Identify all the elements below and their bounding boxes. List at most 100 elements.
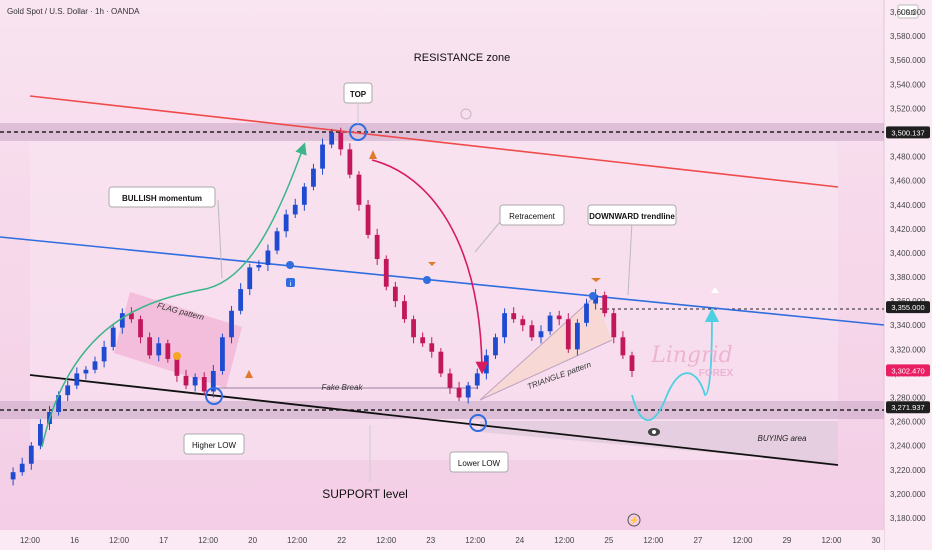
info-flag-icon[interactable] [286, 278, 295, 287]
currency-box[interactable] [897, 4, 919, 19]
candle-bullish[interactable] [584, 303, 589, 323]
lower-low-label: Lower LOW [458, 459, 501, 468]
candle-bearish[interactable] [338, 132, 344, 150]
candle-bearish[interactable] [383, 258, 389, 287]
price-badge[interactable] [886, 301, 930, 314]
bullish-momentum-label: BULLISH momentum [122, 194, 202, 203]
candle-bearish[interactable] [174, 358, 180, 376]
candle-bullish[interactable] [329, 132, 335, 145]
candle-bullish[interactable] [119, 313, 125, 328]
symbol-title[interactable]: Gold Spot / U.S. Dollar · 1h · OANDA [7, 7, 140, 16]
time-axis-bg [0, 530, 884, 550]
candle-bullish[interactable] [301, 186, 307, 205]
candle-bearish[interactable] [529, 325, 535, 338]
candle-bullish[interactable] [247, 267, 253, 290]
candle-bullish[interactable] [292, 204, 298, 215]
candle-bullish[interactable] [38, 424, 43, 446]
candle-bullish[interactable] [10, 472, 16, 480]
candle-bullish[interactable] [493, 337, 498, 356]
candle-bullish[interactable] [547, 315, 553, 332]
candle-bullish[interactable] [474, 373, 480, 386]
candle-bullish[interactable] [229, 310, 234, 338]
candle-bullish[interactable] [256, 265, 262, 268]
alert-flag-icon-2 [591, 278, 601, 282]
candle-bullish[interactable] [483, 355, 489, 374]
candle-bullish[interactable] [110, 327, 116, 347]
candle-bullish[interactable] [210, 371, 216, 392]
downward-callout-box [587, 204, 677, 226]
candle-bearish[interactable] [611, 313, 617, 338]
candle-bearish[interactable] [556, 315, 562, 320]
candle-bullish[interactable] [465, 385, 471, 398]
candle-bearish[interactable] [429, 343, 435, 352]
y-tick-label: 3,520.000 [890, 104, 926, 113]
candle-bullish[interactable] [92, 361, 98, 370]
candle-bearish[interactable] [365, 204, 371, 235]
candle-bullish[interactable] [283, 214, 289, 232]
candle-bullish[interactable] [265, 250, 271, 265]
price-badge-label: 3,302.470 [891, 366, 924, 375]
candle-bearish[interactable] [347, 149, 353, 175]
buying-area-zone [480, 421, 838, 464]
candle-bullish[interactable] [320, 144, 325, 169]
candle-bullish[interactable] [28, 445, 34, 464]
candle-bearish[interactable] [165, 343, 171, 359]
candle-bearish[interactable] [402, 301, 407, 320]
candle-bearish[interactable] [420, 337, 426, 344]
candle-bearish[interactable] [201, 377, 207, 392]
candle-bullish[interactable] [74, 373, 80, 386]
candle-bullish[interactable] [311, 168, 316, 187]
candle-bearish[interactable] [138, 319, 143, 338]
candle-bullish[interactable] [156, 343, 162, 356]
candle-bearish[interactable] [620, 337, 626, 356]
candle-bearish[interactable] [456, 387, 462, 398]
candle-bearish[interactable] [183, 375, 189, 386]
higher-low-marker-circle[interactable] [205, 387, 223, 405]
candle-bullish[interactable] [83, 369, 89, 374]
price-badge[interactable] [886, 364, 930, 377]
price-badge-label: 3,355.000 [891, 303, 924, 312]
trendline-touch-point-2 [423, 276, 431, 284]
candle-bullish[interactable] [65, 385, 71, 396]
candle-bullish[interactable] [593, 295, 598, 304]
candle-bullish[interactable] [220, 337, 225, 371]
candle-bearish[interactable] [629, 355, 635, 371]
price-badge[interactable] [886, 401, 930, 414]
candle-bullish[interactable] [56, 395, 62, 412]
triangle-pattern-area [480, 296, 612, 400]
candle-bullish[interactable] [19, 463, 25, 473]
candle-bullish[interactable] [192, 377, 198, 386]
x-tick-label: 27 [693, 536, 702, 545]
candle-bullish[interactable] [502, 313, 507, 338]
candle-bearish[interactable] [374, 234, 380, 259]
candle-bullish[interactable] [274, 231, 280, 251]
lightning-icon[interactable] [627, 513, 641, 527]
candle-bullish[interactable] [538, 331, 544, 338]
x-axis-ticks: 12:00 16 12:00 17 12:00 20 12:00 22 12:00 23 12:00… [20, 536, 881, 545]
candle-bearish[interactable] [602, 295, 608, 314]
price-badge[interactable] [886, 126, 930, 139]
candle-bearish[interactable] [356, 174, 362, 205]
top-label: TOP [350, 90, 367, 99]
candle-bearish[interactable] [392, 286, 398, 302]
buying-area-label: BUYING area [758, 434, 807, 443]
candle-bearish[interactable] [565, 319, 571, 350]
candle-bearish[interactable] [411, 319, 416, 338]
y-tick-label: 3,540.000 [890, 80, 926, 89]
lower-low-marker-circle[interactable] [469, 414, 487, 432]
candle-bullish[interactable] [101, 346, 107, 362]
candle-bearish[interactable] [520, 319, 526, 326]
candle-bearish[interactable] [447, 373, 453, 388]
candle-bearish[interactable] [129, 313, 134, 320]
candle-bearish[interactable] [438, 351, 444, 374]
candle-bullish[interactable] [238, 289, 244, 311]
candle-bearish[interactable] [511, 313, 517, 320]
x-tick-label: 12:00 [643, 536, 664, 545]
event-marker-icon[interactable] [460, 108, 472, 120]
candle-bullish[interactable] [574, 322, 580, 350]
info-flag-icon-glyph: i [290, 281, 292, 288]
candle-bearish[interactable] [147, 337, 153, 356]
retracement-label: Retracement [509, 212, 556, 221]
y-tick-label: 3,280.000 [890, 394, 926, 403]
